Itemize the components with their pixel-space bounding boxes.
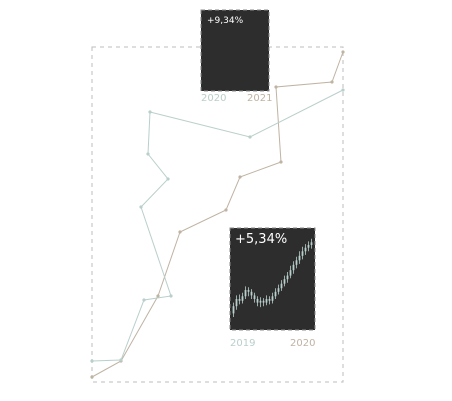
candle-body-19 <box>286 275 289 280</box>
candle-body-4 <box>241 296 244 301</box>
candlestick-layer <box>232 238 313 317</box>
series-1-point-6 <box>238 175 242 179</box>
candle-body-10 <box>259 300 262 303</box>
bottom-card-year-start: 2019 <box>230 338 255 349</box>
series-2-point-7 <box>146 152 150 156</box>
series-1-point-4 <box>178 230 182 234</box>
series-line-1 <box>91 51 344 378</box>
series-1-point-1 <box>90 375 94 379</box>
top-card-year-start: 2020 <box>201 93 226 104</box>
series-1-point-7 <box>279 160 283 164</box>
candle-body-17 <box>280 283 283 289</box>
series-2-point-3 <box>142 298 146 302</box>
plot-frame <box>91 46 344 383</box>
top-card: +9,34% 2020 2021 <box>200 9 272 104</box>
candle-body-14 <box>271 296 274 301</box>
candle-body-7 <box>250 291 253 296</box>
series-2-point-9 <box>248 135 252 139</box>
candle-body-9 <box>256 299 259 303</box>
bottom-card: +5,34% 2019 2020 <box>229 227 316 349</box>
series-line-2 <box>91 89 344 362</box>
series-2-point-8 <box>148 110 152 114</box>
candle-body-20 <box>289 270 292 276</box>
series-layer <box>90 50 345 379</box>
candle-body-25 <box>304 247 307 252</box>
series-2-point-10 <box>341 88 345 92</box>
series-1-point-5 <box>224 208 228 212</box>
candle-body-3 <box>238 299 241 301</box>
candle-body-26 <box>307 245 310 248</box>
bottom-card-title: +5,34% <box>235 232 287 247</box>
top-card-title: +9,34% <box>207 16 244 26</box>
candle-body-5 <box>244 290 247 297</box>
series-1-point-3 <box>156 294 160 298</box>
series-2-point-5 <box>139 205 143 209</box>
candle-body-27 <box>310 242 313 245</box>
bottom-card-panel <box>229 227 316 331</box>
top-card-year-end: 2021 <box>247 93 272 104</box>
series-2-point-2 <box>119 358 123 362</box>
series-1-point-8 <box>274 85 278 89</box>
candle-body-23 <box>298 255 301 261</box>
bottom-card-year-end: 2020 <box>290 338 315 349</box>
candle-body-13 <box>268 299 271 301</box>
series-2-point-1 <box>90 359 94 363</box>
candle-body-12 <box>265 299 268 303</box>
candle-body-6 <box>247 290 250 292</box>
candle-body-21 <box>292 264 295 271</box>
candle-body-18 <box>283 279 286 284</box>
top-card-panel <box>200 9 270 92</box>
candle-body-8 <box>253 295 256 299</box>
candle-body-2 <box>235 299 238 307</box>
candle-body-22 <box>295 260 298 265</box>
candle-body-11 <box>262 300 265 303</box>
candle-body-16 <box>277 288 280 292</box>
series-1-point-10 <box>341 50 345 54</box>
candle-body-15 <box>274 291 277 297</box>
series-2-point-6 <box>166 177 170 181</box>
series-2-point-4 <box>169 294 173 298</box>
series-1-point-9 <box>330 80 334 84</box>
candle-body-1 <box>232 306 235 314</box>
candle-body-24 <box>301 251 304 256</box>
